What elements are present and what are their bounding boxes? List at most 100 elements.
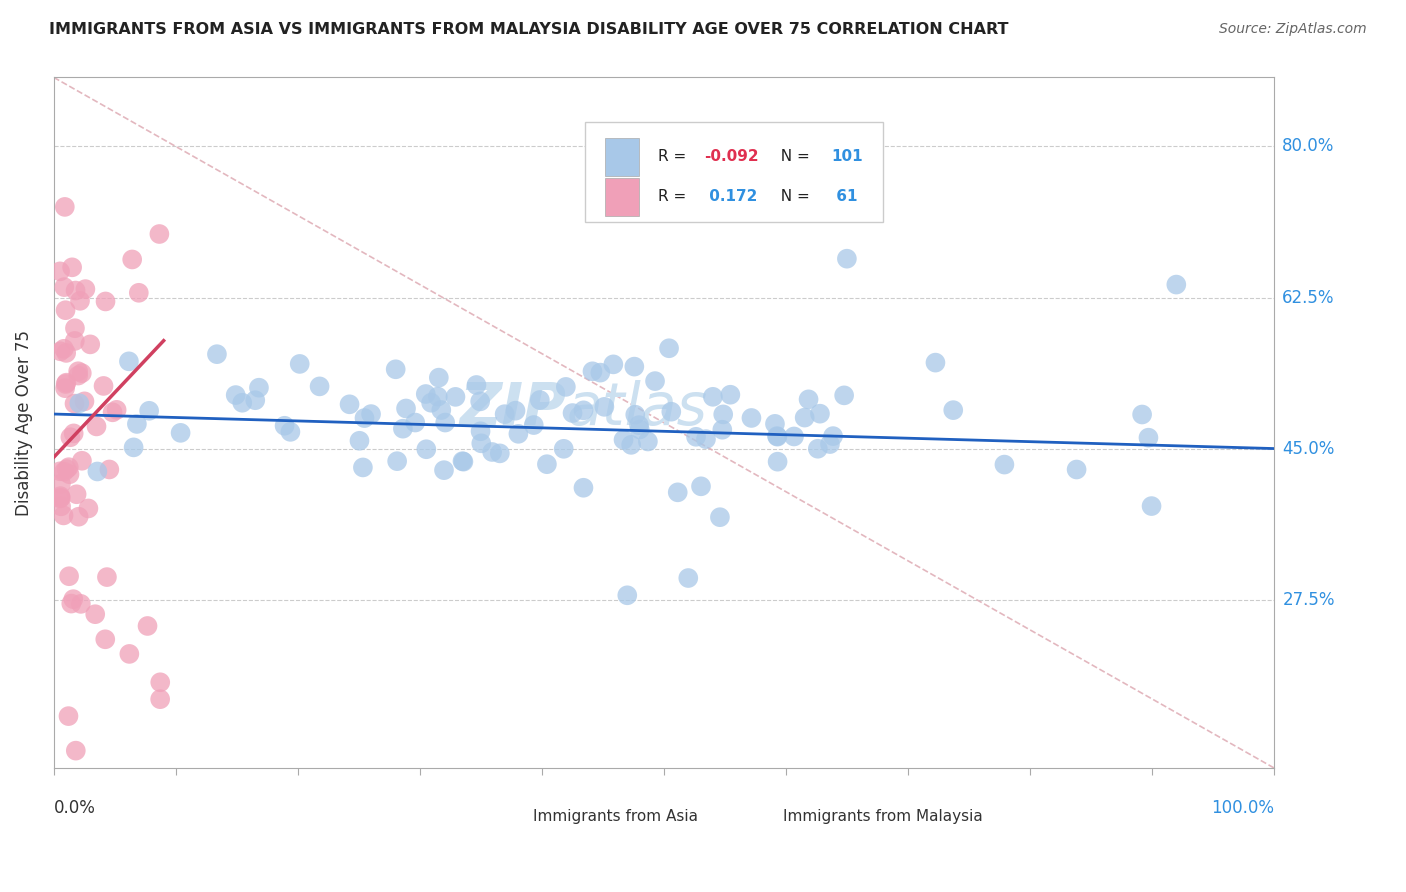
Point bbox=[508, 426, 530, 441]
Point bbox=[70, 454, 93, 468]
Point bbox=[835, 252, 858, 266]
Point bbox=[67, 364, 90, 378]
Point bbox=[60, 260, 83, 275]
Text: 27.5%: 27.5% bbox=[1282, 591, 1334, 608]
Point bbox=[136, 619, 159, 633]
Bar bbox=[499, 807, 526, 824]
Point bbox=[118, 647, 141, 661]
Point bbox=[740, 411, 762, 425]
Point bbox=[122, 441, 145, 455]
Point bbox=[65, 744, 87, 758]
Point bbox=[49, 489, 72, 503]
Point bbox=[602, 357, 624, 371]
Text: 61: 61 bbox=[831, 189, 858, 203]
Point bbox=[453, 455, 475, 469]
Text: R =: R = bbox=[658, 189, 690, 203]
Y-axis label: Disability Age Over 75: Disability Age Over 75 bbox=[15, 330, 32, 516]
Point bbox=[553, 442, 575, 456]
Point bbox=[247, 381, 270, 395]
Point bbox=[55, 376, 77, 390]
Point bbox=[572, 403, 595, 417]
Point bbox=[288, 357, 311, 371]
Point bbox=[554, 380, 576, 394]
Point bbox=[766, 429, 789, 443]
Point bbox=[942, 403, 965, 417]
Point bbox=[69, 597, 91, 611]
Point bbox=[128, 285, 150, 300]
Point bbox=[1140, 499, 1163, 513]
Text: N =: N = bbox=[772, 189, 815, 203]
Point bbox=[62, 426, 84, 441]
Point bbox=[404, 416, 426, 430]
Point bbox=[273, 418, 295, 433]
Point bbox=[62, 592, 84, 607]
Point bbox=[55, 346, 77, 360]
Point bbox=[59, 430, 82, 444]
Point bbox=[818, 437, 841, 451]
Text: 100.0%: 100.0% bbox=[1211, 799, 1274, 817]
Point bbox=[420, 396, 443, 410]
Point bbox=[55, 303, 77, 318]
Point bbox=[149, 692, 172, 706]
Point bbox=[118, 354, 141, 368]
Point bbox=[395, 401, 418, 416]
Text: 45.0%: 45.0% bbox=[1282, 440, 1334, 458]
Point bbox=[695, 432, 717, 446]
Point bbox=[783, 429, 806, 443]
Point bbox=[823, 429, 845, 443]
Point bbox=[65, 487, 87, 501]
Point bbox=[581, 364, 603, 378]
Point bbox=[67, 368, 90, 383]
Text: Source: ZipAtlas.com: Source: ZipAtlas.com bbox=[1219, 22, 1367, 37]
Point bbox=[505, 403, 527, 417]
Point bbox=[339, 397, 361, 411]
Point bbox=[63, 396, 86, 410]
Point bbox=[470, 425, 492, 439]
Point bbox=[169, 425, 191, 440]
Point bbox=[73, 394, 96, 409]
Point bbox=[98, 462, 121, 476]
Text: 0.0%: 0.0% bbox=[53, 799, 96, 817]
Point bbox=[392, 422, 415, 436]
Text: -0.092: -0.092 bbox=[704, 149, 759, 164]
Point bbox=[433, 463, 456, 477]
Point bbox=[67, 396, 90, 410]
Text: IMMIGRANTS FROM ASIA VS IMMIGRANTS FROM MALAYSIA DISABILITY AGE OVER 75 CORRELAT: IMMIGRANTS FROM ASIA VS IMMIGRANTS FROM … bbox=[49, 22, 1008, 37]
Point bbox=[685, 430, 707, 444]
Point bbox=[384, 362, 406, 376]
Point bbox=[711, 423, 734, 437]
Point bbox=[434, 416, 457, 430]
Point bbox=[1066, 462, 1088, 476]
Point bbox=[1166, 277, 1188, 292]
Point bbox=[125, 417, 148, 431]
Text: 80.0%: 80.0% bbox=[1282, 137, 1334, 155]
Point bbox=[766, 430, 789, 444]
Point bbox=[94, 632, 117, 647]
Point bbox=[58, 709, 80, 723]
Point bbox=[138, 404, 160, 418]
Point bbox=[529, 392, 551, 407]
Point bbox=[481, 445, 503, 459]
Point bbox=[63, 321, 86, 335]
Point bbox=[55, 462, 77, 476]
Point bbox=[75, 282, 97, 296]
Point bbox=[349, 434, 371, 448]
Point bbox=[55, 376, 77, 391]
Point bbox=[451, 454, 474, 468]
Text: ZIP: ZIP bbox=[460, 380, 567, 437]
Point bbox=[49, 264, 72, 278]
Point bbox=[620, 438, 643, 452]
Point bbox=[415, 442, 437, 457]
Point bbox=[149, 675, 172, 690]
Text: atlas: atlas bbox=[567, 380, 707, 437]
Point bbox=[121, 252, 143, 267]
Point bbox=[659, 405, 682, 419]
Point bbox=[49, 491, 72, 505]
Point bbox=[427, 370, 450, 384]
Point bbox=[1137, 431, 1160, 445]
Point bbox=[807, 442, 830, 456]
Point bbox=[58, 467, 80, 482]
Point bbox=[666, 485, 689, 500]
Text: R =: R = bbox=[658, 149, 690, 164]
Point bbox=[797, 392, 820, 407]
